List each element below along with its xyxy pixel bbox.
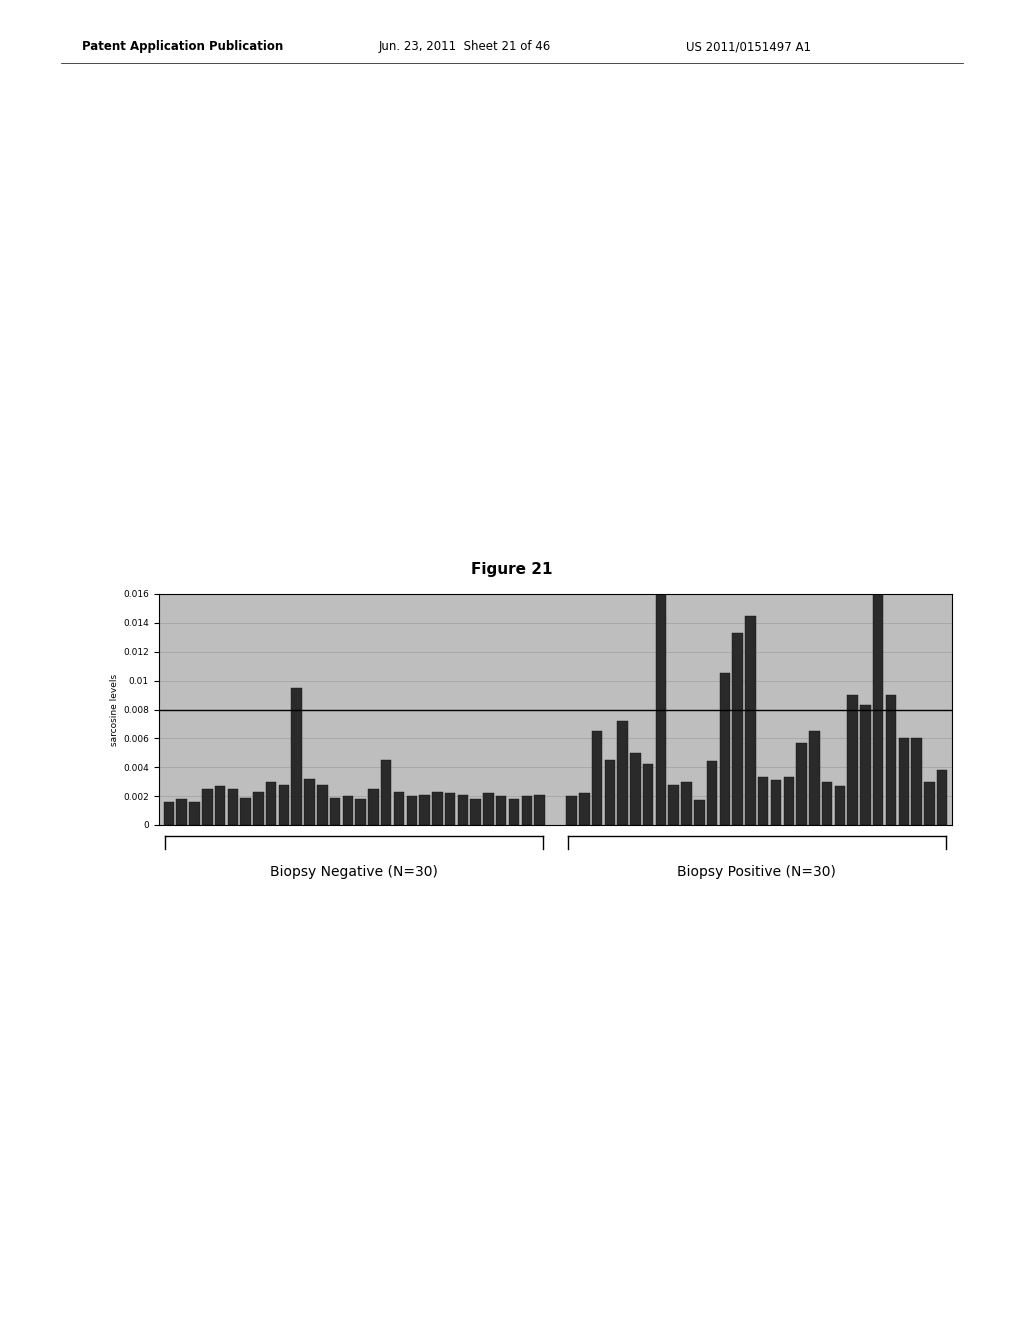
Bar bbox=[509, 799, 519, 825]
Bar bbox=[604, 760, 615, 825]
Bar bbox=[643, 764, 653, 825]
Text: Biopsy Positive (N=30): Biopsy Positive (N=30) bbox=[677, 865, 837, 879]
Bar bbox=[241, 797, 251, 825]
Y-axis label: sarcosine levels: sarcosine levels bbox=[110, 673, 119, 746]
Bar bbox=[253, 792, 263, 825]
Bar bbox=[937, 770, 947, 825]
Text: Biopsy Negative (N=30): Biopsy Negative (N=30) bbox=[270, 865, 438, 879]
Bar bbox=[266, 781, 276, 825]
Bar bbox=[669, 784, 679, 825]
Bar bbox=[407, 796, 417, 825]
Bar bbox=[202, 789, 213, 825]
Bar bbox=[835, 785, 845, 825]
Bar bbox=[496, 796, 507, 825]
Bar bbox=[521, 796, 532, 825]
Bar bbox=[630, 752, 641, 825]
Bar bbox=[176, 799, 187, 825]
Bar bbox=[848, 696, 858, 825]
Bar bbox=[617, 721, 628, 825]
Bar bbox=[822, 781, 833, 825]
Bar bbox=[535, 795, 545, 825]
Bar bbox=[369, 789, 379, 825]
Bar bbox=[745, 615, 756, 825]
Bar bbox=[458, 795, 468, 825]
Bar bbox=[189, 801, 200, 825]
Bar bbox=[394, 792, 404, 825]
Bar bbox=[304, 779, 314, 825]
Bar bbox=[566, 796, 577, 825]
Bar bbox=[227, 789, 238, 825]
Bar bbox=[215, 785, 225, 825]
Bar bbox=[758, 777, 768, 825]
Bar bbox=[381, 760, 391, 825]
Bar bbox=[432, 792, 442, 825]
Bar bbox=[681, 781, 692, 825]
Text: US 2011/0151497 A1: US 2011/0151497 A1 bbox=[686, 40, 811, 53]
Bar bbox=[809, 731, 819, 825]
Bar bbox=[783, 777, 794, 825]
Bar bbox=[592, 731, 602, 825]
Bar bbox=[164, 801, 174, 825]
Bar bbox=[898, 738, 909, 825]
Bar bbox=[579, 793, 590, 825]
Bar bbox=[444, 793, 456, 825]
Text: Figure 21: Figure 21 bbox=[471, 562, 553, 577]
Bar bbox=[694, 800, 705, 825]
Bar bbox=[911, 738, 922, 825]
Bar bbox=[483, 793, 494, 825]
Bar bbox=[720, 673, 730, 825]
Bar bbox=[317, 784, 328, 825]
Text: Jun. 23, 2011  Sheet 21 of 46: Jun. 23, 2011 Sheet 21 of 46 bbox=[379, 40, 551, 53]
Bar bbox=[732, 634, 742, 825]
Bar bbox=[860, 705, 870, 825]
Bar bbox=[470, 799, 481, 825]
Bar bbox=[279, 784, 289, 825]
Bar bbox=[797, 743, 807, 825]
Bar bbox=[655, 594, 667, 825]
Bar bbox=[419, 795, 430, 825]
Bar bbox=[330, 797, 340, 825]
Bar bbox=[355, 799, 366, 825]
Bar bbox=[924, 781, 935, 825]
Bar bbox=[873, 594, 884, 825]
Bar bbox=[292, 688, 302, 825]
Bar bbox=[771, 780, 781, 825]
Bar bbox=[886, 696, 896, 825]
Bar bbox=[343, 796, 353, 825]
Bar bbox=[707, 762, 717, 825]
Text: Patent Application Publication: Patent Application Publication bbox=[82, 40, 284, 53]
